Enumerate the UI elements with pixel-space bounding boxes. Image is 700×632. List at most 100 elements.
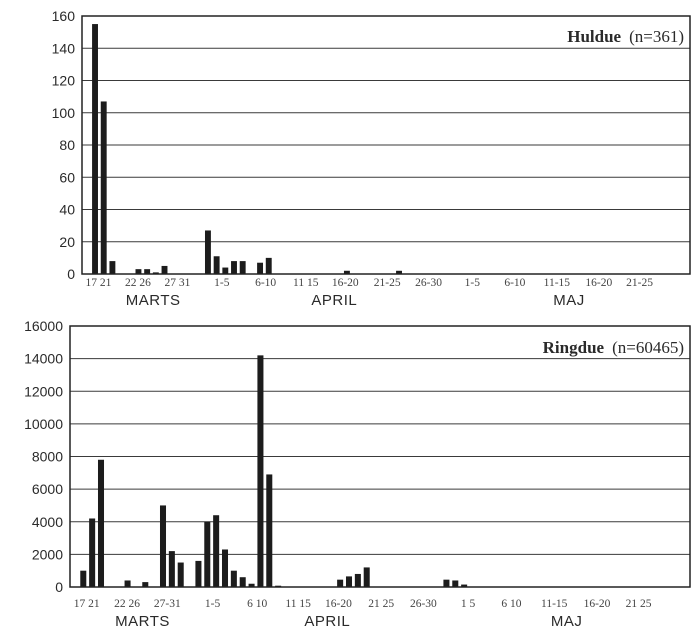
x-tick-label: 11 15 (293, 277, 319, 289)
y-tick-label: 20 (59, 234, 75, 250)
x-tick-label: 16-20 (585, 277, 612, 289)
bar (343, 270, 350, 274)
y-tick-label: 2000 (32, 546, 63, 562)
x-tick-label: 6 10 (501, 598, 521, 610)
x-tick-label: 11-15 (541, 598, 568, 610)
bar (222, 267, 229, 274)
bar (452, 580, 459, 587)
y-tick-label: 14000 (24, 351, 63, 367)
bar (124, 580, 131, 587)
y-tick-label: 60 (59, 169, 75, 185)
bar (266, 474, 273, 587)
x-tick-label: 21 25 (368, 598, 394, 610)
bar (161, 265, 168, 274)
y-tick-label: 6000 (32, 481, 63, 497)
bars-ringdue (80, 355, 468, 587)
bar (144, 269, 151, 274)
y-ticks-huldue: 0 20 40 60 80 100 120 140 160 (52, 8, 76, 282)
title-huldue: Huldue (567, 27, 621, 46)
bar (239, 577, 246, 587)
x-tick-label: 6-10 (504, 277, 525, 289)
x-tick-label: 26-30 (415, 277, 442, 289)
x-tick-label: 16-20 (332, 277, 359, 289)
month-label: MAJ (553, 292, 585, 309)
bar (195, 560, 202, 587)
bar (257, 262, 264, 274)
y-tick-label: 40 (59, 202, 75, 218)
x-tick-label: 16-20 (584, 598, 611, 610)
x-tick-label: 1-5 (214, 277, 230, 289)
y-tick-label: 160 (52, 8, 76, 24)
plot-frame-huldue (81, 15, 691, 275)
subtitle-ringdue: (n=60465) (612, 338, 684, 357)
y-tick-label: 0 (67, 266, 75, 282)
chart-huldue: 0 20 40 60 80 100 120 140 160 17 21 22 26 27 31 1-5… (52, 8, 691, 309)
y-tick-label: 100 (52, 105, 76, 121)
month-label: MARTS (115, 613, 170, 630)
x-tick-label: 21-25 (374, 277, 401, 289)
bar (265, 257, 272, 274)
x-tick-label: 26-30 (410, 598, 437, 610)
y-tick-label: 8000 (32, 449, 63, 465)
y-tick-label: 0 (55, 579, 63, 595)
x-tick-label: 21 25 (626, 598, 652, 610)
bar (213, 515, 220, 587)
x-tick-label: 1 5 (461, 598, 476, 610)
bar (135, 269, 142, 274)
subtitle-huldue: (n=361) (629, 27, 684, 46)
bar (168, 551, 175, 587)
y-tick-label: 80 (59, 137, 75, 153)
y-tick-label: 10000 (24, 416, 63, 432)
bar (80, 570, 87, 587)
y-tick-label: 120 (52, 73, 76, 89)
chart-title-huldue: Huldue (n=361) (567, 27, 684, 46)
month-label: APRIL (304, 613, 350, 630)
bar (363, 567, 370, 587)
x-tick-label: 6 10 (247, 598, 267, 610)
bar (97, 459, 105, 587)
x-tick-label: 6-10 (255, 277, 276, 289)
bar (337, 579, 344, 587)
x-tick-label: 22 26 (125, 277, 151, 289)
y-tick-label: 12000 (24, 383, 63, 399)
bar (177, 562, 184, 587)
month-label: MARTS (126, 292, 181, 309)
y-ticks-ringdue: 0 2000 4000 6000 8000 10000 12000 14000 16000 (24, 318, 63, 595)
x-tick-label: 22 26 (114, 598, 140, 610)
bar (142, 582, 149, 587)
y-tick-label: 140 (52, 40, 76, 56)
x-tick-label: 21-25 (626, 277, 653, 289)
x-tick-label: 11-15 (544, 277, 571, 289)
chart-ringdue: 0 2000 4000 6000 8000 10000 12000 14000 16000 17… (24, 318, 691, 630)
x-tick-label: 1-5 (465, 277, 481, 289)
month-label: MAJ (551, 613, 583, 630)
title-ringdue: Ringdue (543, 338, 605, 357)
bar (231, 261, 237, 274)
chart-title-ringdue: Ringdue (n=60465) (543, 338, 684, 357)
bar (230, 570, 237, 587)
bar (354, 573, 361, 587)
bar (89, 518, 96, 587)
x-ticks-ringdue: 17 21 22 26 27-31 1-5 6 10 11 15 16-20 21 25 26-… (74, 598, 652, 610)
plot-frame-ringdue (69, 325, 691, 588)
y-tick-label: 16000 (24, 318, 63, 334)
bar (396, 270, 402, 274)
bar (92, 24, 98, 274)
bars-huldue (92, 24, 402, 275)
bar (443, 579, 450, 587)
bar (204, 230, 211, 274)
x-tick-label: 11 15 (285, 598, 311, 610)
bar (461, 584, 468, 587)
grid-huldue (82, 15, 690, 275)
months-huldue: MARTS APRIL MAJ (126, 292, 585, 309)
bar (248, 583, 255, 587)
bar (109, 261, 116, 274)
x-tick-label: 27-31 (154, 598, 181, 610)
bar (159, 505, 167, 587)
bar (152, 272, 159, 274)
bar (100, 101, 107, 275)
y-tick-label: 4000 (32, 514, 63, 530)
bar (257, 355, 264, 587)
bar (345, 576, 353, 587)
